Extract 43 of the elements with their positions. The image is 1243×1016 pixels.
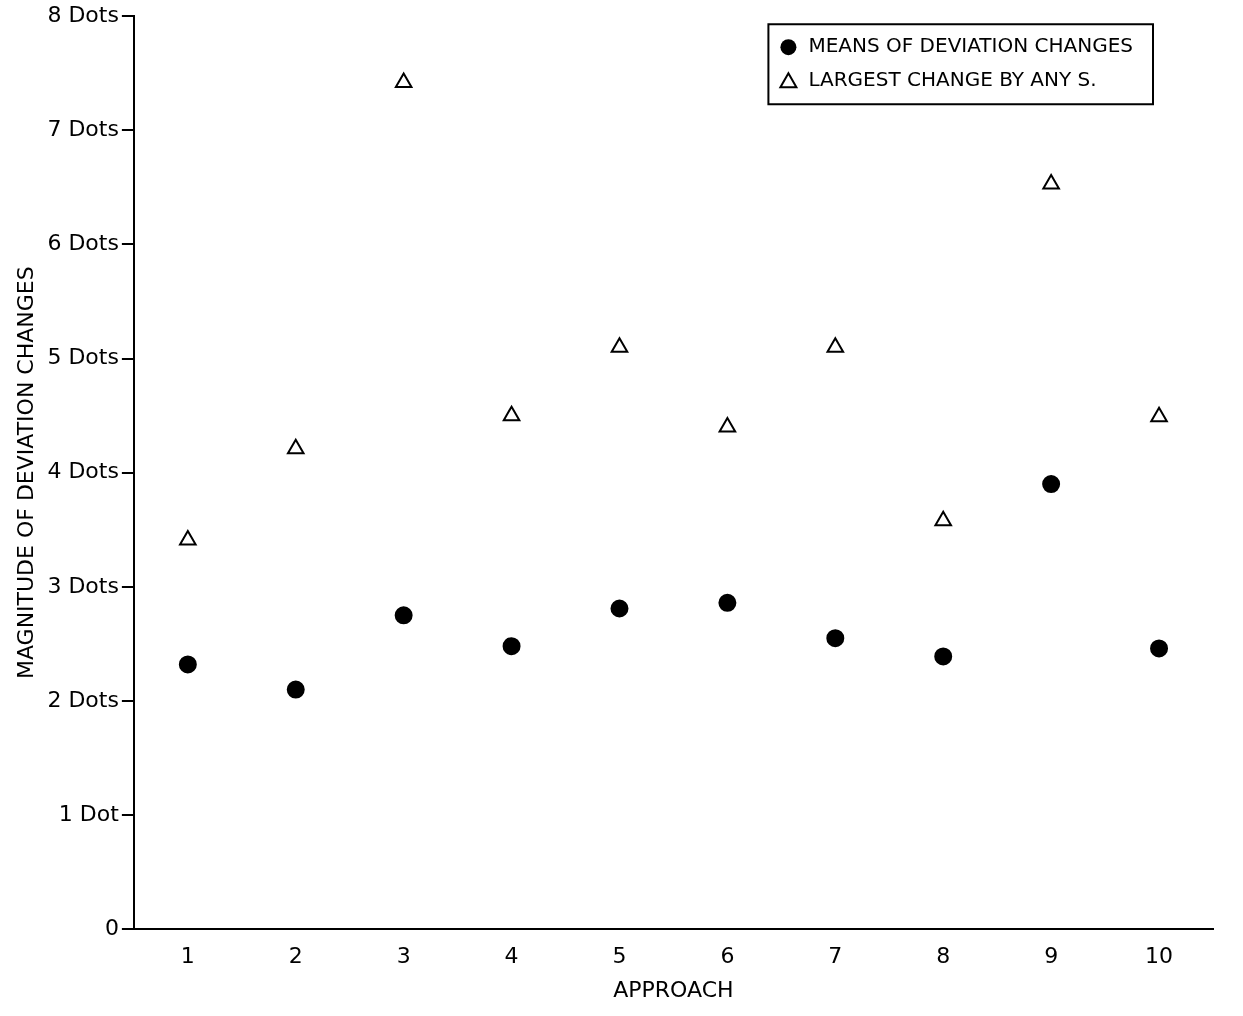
point — [178, 655, 197, 674]
point — [826, 337, 845, 353]
y-tick-label: 3 Dots — [47, 572, 119, 598]
y-tick-label: 8 Dots — [47, 1, 119, 27]
legend-label: LARGEST CHANGE BY ANY S. — [808, 67, 1097, 92]
point — [394, 606, 413, 625]
x-tick-label: 2 — [288, 943, 303, 969]
x-tick-label: 9 — [1044, 943, 1059, 969]
x-tick-label: 6 — [720, 943, 735, 969]
point — [718, 417, 737, 433]
y-tick-label: 1 Dot — [58, 800, 120, 826]
point — [286, 680, 305, 699]
point — [1042, 173, 1060, 190]
point — [1150, 639, 1169, 658]
x-tick-label: 8 — [936, 943, 951, 969]
point — [179, 530, 197, 546]
y-tick-label: 4 Dots — [47, 458, 119, 484]
point — [934, 510, 953, 527]
y-tick-label: 0 — [104, 914, 119, 940]
x-tick-label: 1 — [180, 943, 195, 969]
x-axis-title: APPROACH — [613, 976, 734, 1002]
y-tick-label: 7 Dots — [47, 116, 119, 142]
point — [1042, 475, 1061, 494]
legend-label: MEANS OF DEVIATION CHANGES — [808, 33, 1133, 58]
x-tick-label: 3 — [396, 943, 411, 969]
point — [502, 405, 521, 422]
point — [610, 599, 629, 618]
x-tick-label: 7 — [828, 943, 843, 969]
x-tick-label: 10 — [1145, 943, 1174, 969]
y-tick-label: 6 Dots — [47, 230, 119, 256]
x-tick-label: 5 — [612, 943, 627, 969]
point — [718, 593, 737, 612]
point — [502, 637, 521, 656]
point — [286, 438, 305, 455]
point — [394, 72, 413, 88]
point — [610, 337, 629, 353]
x-tick-label: 4 — [504, 943, 519, 969]
y-tick-label: 2 Dots — [47, 686, 119, 712]
point — [826, 629, 845, 648]
y-tick-label: 5 Dots — [47, 344, 119, 370]
point — [1150, 406, 1168, 423]
point — [934, 647, 953, 666]
y-axis-title: MAGNITUDE OF DEVIATION CHANGES — [12, 266, 38, 680]
